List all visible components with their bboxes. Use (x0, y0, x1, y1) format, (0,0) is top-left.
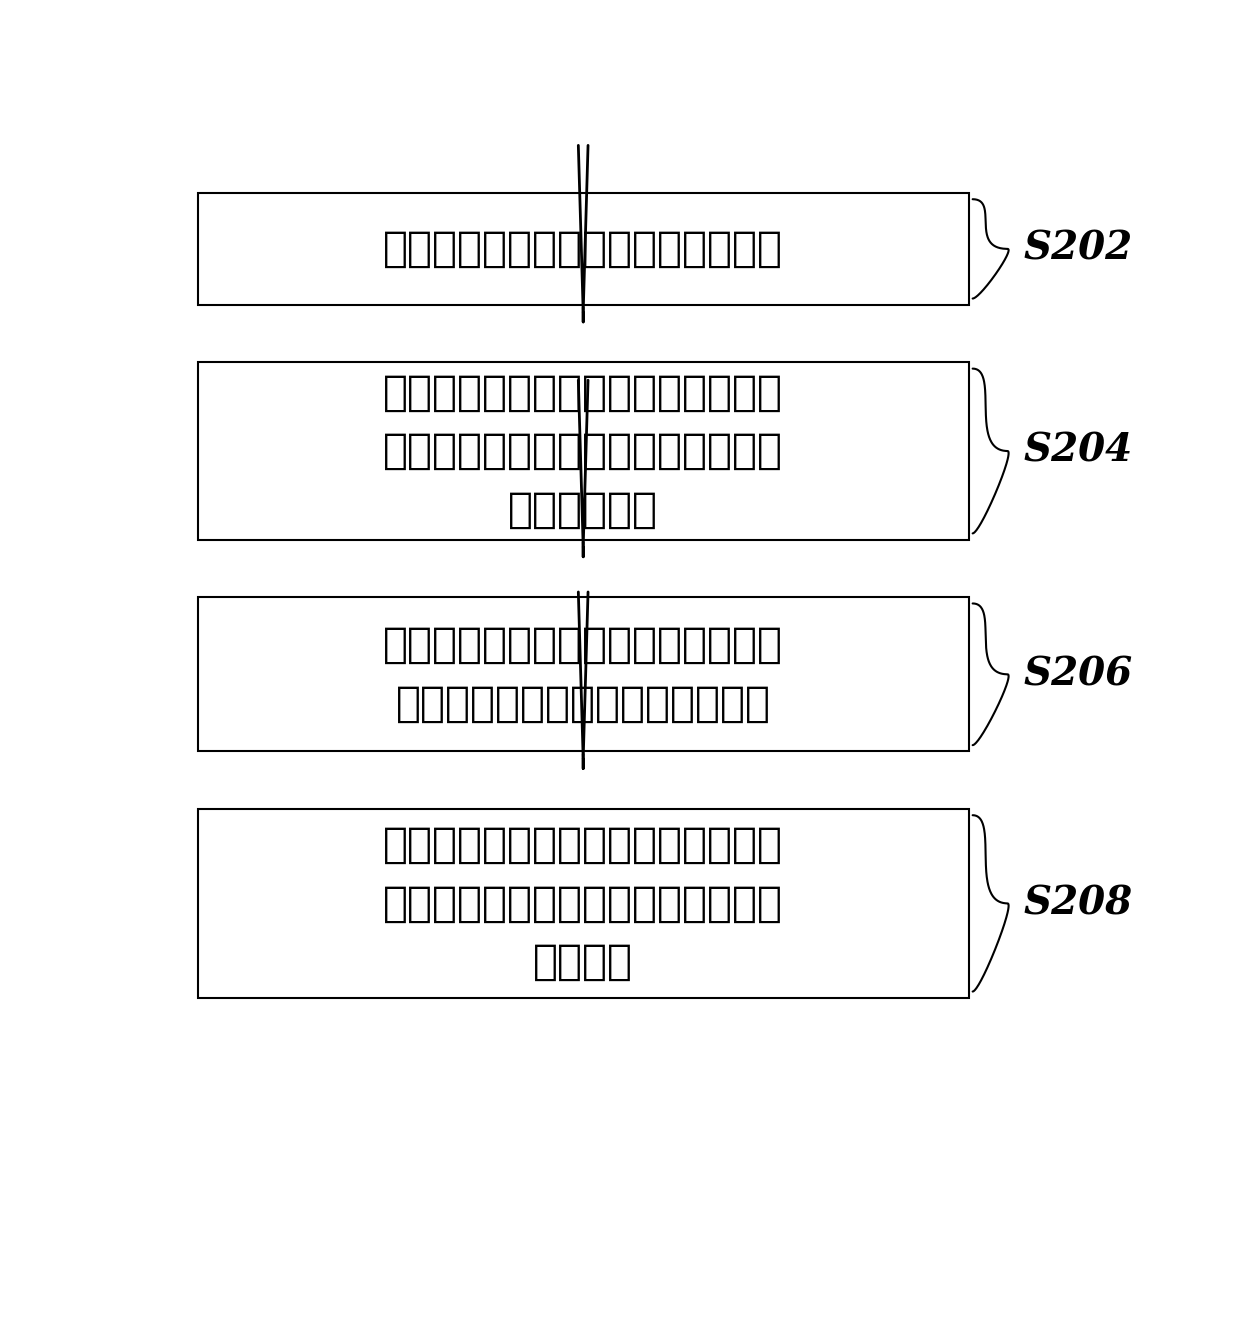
Bar (197, 363, 968, 540)
Text: S206: S206 (1023, 655, 1132, 693)
Bar (197, 193, 968, 305)
Bar (197, 597, 968, 751)
Bar (197, 809, 968, 998)
Text: S202: S202 (1023, 230, 1132, 268)
Text: 获取电池的标准使用年限和荷电状态: 获取电池的标准使用年限和荷电状态 (383, 228, 784, 269)
Text: 从第一数据表中读取与荷电状态对应
的第一健康值的第一权重和第二健康
值的第二权重: 从第一数据表中读取与荷电状态对应 的第一健康值的第一权重和第二健康 值的第二权重 (383, 371, 784, 531)
Text: S208: S208 (1023, 884, 1132, 923)
Text: 从第二数据表中读取电池的标准使用
年限对应的第三健康值的第三权重: 从第二数据表中读取电池的标准使用 年限对应的第三健康值的第三权重 (383, 624, 784, 725)
Text: S204: S204 (1023, 432, 1132, 470)
Text: 在获取到两个健康值的情况下，将未
获取到的健康值对应的权重设置给两
个健康值: 在获取到两个健康值的情况下，将未 获取到的健康值对应的权重设置给两 个健康值 (383, 824, 784, 983)
